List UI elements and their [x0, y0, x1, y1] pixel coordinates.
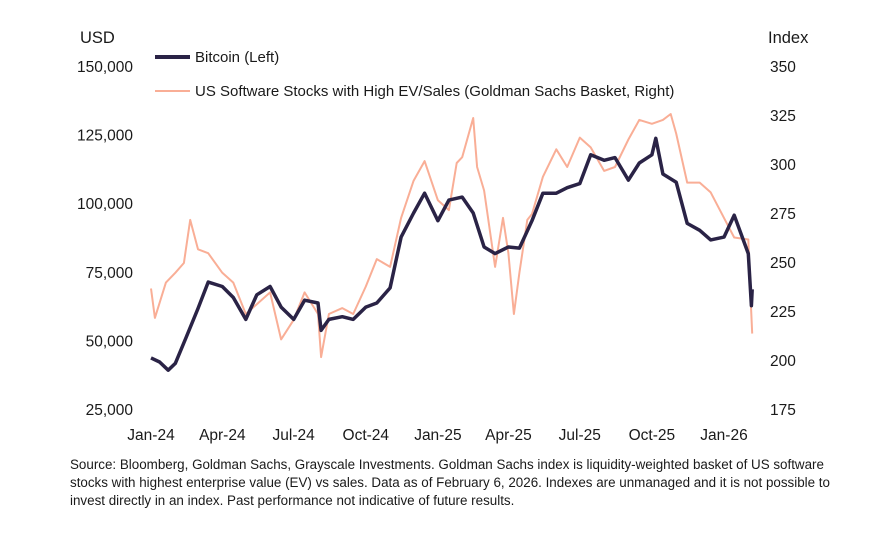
x-tick-label: Jul-25: [559, 427, 601, 444]
right-tick-label: 325: [770, 108, 796, 125]
left-tick-label: 25,000: [86, 402, 134, 419]
legend-label-bitcoin: Bitcoin (Left): [195, 49, 279, 66]
left-tick-label: 100,000: [77, 196, 133, 213]
right-axis-unit: Index: [768, 29, 809, 47]
x-tick-label: Oct-25: [629, 427, 676, 444]
right-tick-label: 200: [770, 353, 796, 370]
right-tick-label: 225: [770, 304, 796, 321]
left-tick-label: 150,000: [77, 59, 133, 76]
right-tick-label: 300: [770, 157, 796, 174]
left-axis-ticks: 25,000 50,000 75,000 100,000 125,000 150,000: [77, 59, 133, 419]
x-tick-label: Jul-24: [273, 427, 316, 444]
left-tick-label: 50,000: [86, 333, 134, 350]
x-tick-label: Oct-24: [343, 427, 390, 444]
right-tick-label: 250: [770, 255, 796, 272]
right-tick-label: 350: [770, 59, 796, 76]
x-tick-label: Jan-24: [127, 427, 175, 444]
x-axis-ticks: Jan-24 Apr-24 Jul-24 Oct-24 Jan-25 Apr-25 Jul-…: [127, 427, 747, 444]
left-tick-label: 125,000: [77, 128, 133, 145]
footnote: Source: Bloomberg, Goldman Sachs, Graysc…: [70, 457, 830, 509]
right-axis-ticks: 175 200 225 250 275 300 325 350: [770, 59, 796, 419]
series-lines: [150, 113, 754, 372]
software-index-line: [150, 113, 754, 359]
legend-label-software: US Software Stocks with High EV/Sales (G…: [195, 83, 674, 100]
left-axis-unit: USD: [80, 29, 115, 47]
right-tick-label: 275: [770, 206, 796, 223]
left-tick-label: 75,000: [86, 265, 134, 282]
x-tick-label: Apr-24: [199, 427, 246, 444]
x-tick-label: Jan-26: [700, 427, 747, 444]
x-tick-label: Jan-25: [414, 427, 461, 444]
right-tick-label: 175: [770, 402, 796, 419]
x-tick-label: Apr-25: [485, 427, 532, 444]
legend: Bitcoin (Left) US Software Stocks with H…: [155, 49, 674, 100]
bitcoin-line: [150, 136, 754, 372]
